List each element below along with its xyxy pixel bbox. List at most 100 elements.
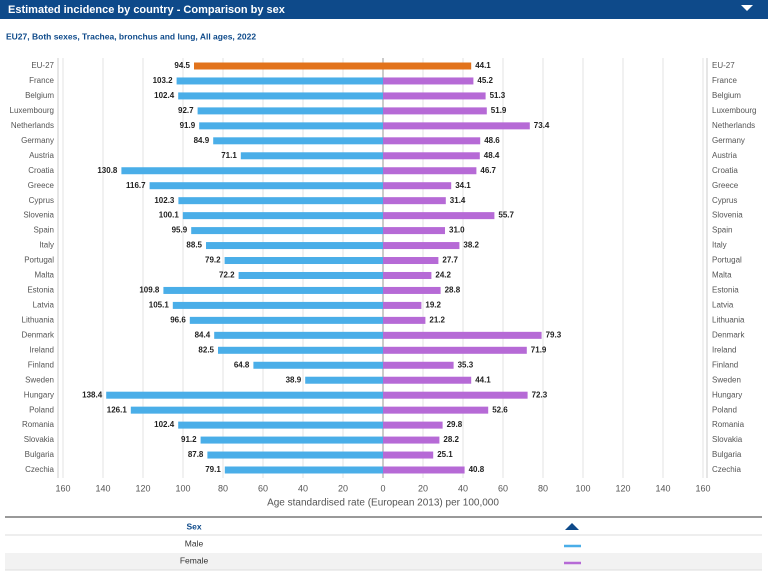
value-label: 31.4	[450, 196, 466, 205]
category-label: Bulgaria	[25, 450, 55, 459]
category-label: Netherlands	[11, 121, 54, 130]
value-label: 91.9	[180, 121, 196, 130]
bar	[383, 122, 530, 130]
category-label: Ireland	[712, 345, 736, 354]
bar	[189, 316, 383, 324]
category-label: Lithuania	[712, 315, 745, 324]
bar	[383, 361, 454, 369]
bar	[182, 212, 383, 220]
category-label: Poland	[29, 405, 54, 414]
chart-title: Estimated incidence by country - Compari…	[8, 4, 286, 16]
value-label: 82.5	[198, 345, 214, 354]
category-label: Austria	[712, 151, 737, 160]
category-label: Romania	[712, 420, 745, 429]
value-label: 35.3	[458, 360, 474, 369]
value-label: 130.8	[97, 166, 118, 175]
value-label: 31.0	[449, 226, 465, 235]
bar	[383, 77, 474, 85]
x-tick-label: 60	[498, 483, 508, 493]
bar	[130, 406, 383, 414]
bar	[383, 107, 487, 115]
bar	[206, 242, 383, 250]
category-label: Czechia	[25, 465, 54, 474]
bar	[163, 286, 383, 294]
bar	[383, 301, 422, 309]
bar	[383, 406, 489, 414]
category-label: EU-27	[712, 61, 735, 70]
category-label: Netherlands	[712, 121, 755, 130]
x-tick-label: 40	[298, 483, 308, 493]
category-label: Italy	[712, 241, 727, 250]
value-label: 52.6	[492, 405, 508, 414]
bar	[178, 92, 383, 100]
bar	[383, 286, 441, 294]
bar	[383, 227, 445, 235]
category-label: Slovakia	[24, 435, 55, 444]
bar	[178, 197, 383, 205]
category-label: Finland	[28, 360, 54, 369]
value-label: 79.2	[205, 256, 221, 265]
bar	[178, 421, 383, 429]
value-label: 28.8	[445, 286, 461, 295]
value-label: 102.4	[154, 91, 175, 100]
category-label: Latvia	[33, 301, 55, 310]
value-label: 72.2	[219, 271, 235, 280]
value-label: 44.1	[475, 61, 491, 70]
bar	[383, 257, 439, 265]
collapse-toggle[interactable]	[741, 5, 753, 11]
value-label: 103.2	[153, 76, 174, 85]
legend-row-bg	[5, 553, 762, 570]
value-label: 126.1	[107, 405, 128, 414]
bar	[213, 137, 383, 145]
x-tick-label: 160	[55, 483, 70, 493]
value-label: 45.2	[477, 76, 493, 85]
x-tick-label: 20	[338, 483, 348, 493]
category-label: Croatia	[28, 166, 54, 175]
category-label: Austria	[29, 151, 54, 160]
value-label: 105.1	[149, 301, 170, 310]
value-label: 34.1	[455, 181, 471, 190]
value-label: 138.4	[82, 390, 103, 399]
value-label: 40.8	[469, 465, 485, 474]
legend-label: Female	[180, 555, 209, 565]
bar	[253, 361, 383, 369]
bar	[197, 107, 383, 115]
bar	[383, 242, 460, 250]
category-label: Latvia	[712, 301, 734, 310]
x-tick-label: 60	[258, 483, 268, 493]
value-label: 102.3	[154, 196, 175, 205]
x-tick-label: 100	[175, 483, 190, 493]
x-tick-label: 120	[615, 483, 630, 493]
category-label: EU-27	[31, 61, 54, 70]
category-label: Spain	[34, 226, 54, 235]
category-label: Slovenia	[712, 211, 743, 220]
value-label: 84.4	[195, 330, 211, 339]
category-label: Croatia	[712, 166, 738, 175]
value-label: 29.8	[447, 420, 463, 429]
value-label: 91.2	[181, 435, 197, 444]
category-label: Luxembourg	[10, 106, 54, 115]
category-label: Denmark	[712, 330, 745, 339]
bar	[191, 227, 383, 235]
value-label: 51.3	[490, 91, 506, 100]
bar	[383, 137, 481, 145]
sort-toggle[interactable]	[565, 523, 579, 530]
category-label: Germany	[712, 136, 745, 145]
value-label: 38.2	[463, 241, 479, 250]
value-label: 87.8	[188, 450, 204, 459]
value-label: 71.9	[531, 345, 547, 354]
x-tick-label: 140	[95, 483, 110, 493]
bar	[383, 212, 495, 220]
value-label: 96.6	[170, 315, 186, 324]
value-label: 19.2	[425, 301, 441, 310]
bar	[305, 376, 383, 384]
bar	[172, 301, 383, 309]
x-tick-label: 0	[380, 483, 385, 493]
chart-subtitle: EU27, Both sexes, Trachea, bronchus and …	[6, 31, 256, 41]
category-label: Slovenia	[23, 211, 54, 220]
category-label: Greece	[712, 181, 739, 190]
x-tick-label: 20	[418, 483, 428, 493]
value-label: 95.9	[172, 226, 188, 235]
value-label: 27.7	[442, 256, 458, 265]
bar	[224, 257, 383, 265]
